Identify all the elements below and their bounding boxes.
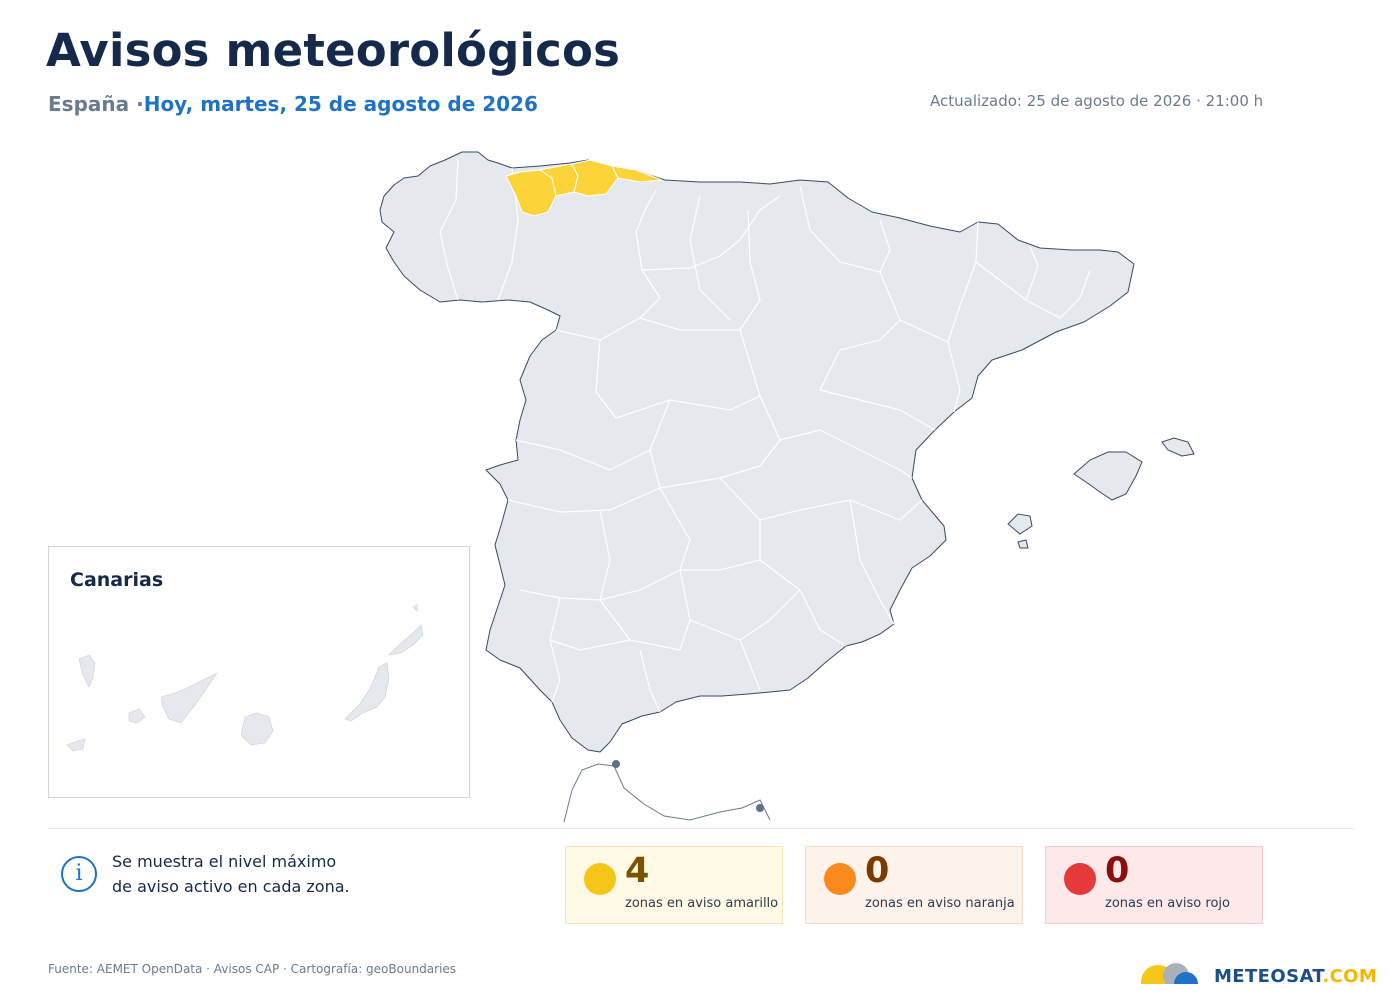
stat-yellow: 4 zonas en aviso amarillo — [565, 846, 783, 924]
island-el-hierro — [66, 738, 86, 752]
source-credit: Fuente: AEMET OpenData · Avisos CAP · Ca… — [48, 962, 457, 976]
canarias-label: Canarias — [70, 569, 164, 591]
island-gran-canaria — [240, 712, 274, 746]
island-la-palma — [78, 654, 96, 688]
island-tenerife — [160, 672, 218, 724]
spain-warning-map — [379, 151, 1195, 823]
canarias-inset: Canarias — [48, 546, 470, 798]
info-note: Se muestra el nivel máximo de aviso acti… — [112, 849, 412, 899]
logo-wordmark: METEOSAT.COM — [1214, 966, 1377, 987]
logo-main: METEOSAT — [1214, 966, 1323, 987]
stat-count: 0 — [1105, 851, 1130, 891]
stat-label: zonas en aviso rojo — [1105, 896, 1230, 911]
island-la-gomera — [128, 708, 146, 724]
ceuta-marker — [612, 760, 620, 768]
warning-zone — [505, 169, 557, 217]
info-line-2: de aviso activo en cada zona. — [112, 877, 350, 896]
orange-dot-icon — [824, 863, 856, 895]
stat-label: zonas en aviso naranja — [865, 896, 1015, 911]
red-dot-icon — [1064, 863, 1096, 895]
subtitle-separator: · — [136, 92, 144, 116]
balearic-islands — [1007, 437, 1195, 549]
island-lanzarote — [388, 624, 424, 656]
island-la-graciosa — [412, 604, 418, 612]
warning-zone — [611, 165, 663, 183]
island-menorca — [1161, 437, 1195, 457]
canarias-map — [66, 604, 424, 752]
logo-weather-icon — [1138, 963, 1210, 990]
region-label: España — [48, 92, 130, 116]
stat-label: zonas en aviso amarillo — [625, 896, 779, 911]
peninsula-landmass — [379, 151, 1135, 753]
stat-count: 0 — [865, 851, 890, 891]
warning-zone — [571, 159, 619, 197]
subtitle: España ·Hoy, martes, 25 de agosto de 202… — [48, 92, 538, 116]
stat-red: 0 zonas en aviso rojo — [1045, 846, 1263, 924]
stat-orange: 0 zonas en aviso naranja — [805, 846, 1023, 924]
yellow-dot-icon — [584, 863, 616, 895]
meteosat-logo[interactable]: METEOSAT.COM — [1130, 956, 1377, 990]
island-fuerteventura — [344, 662, 390, 722]
updated-timestamp: Actualizado: 25 de agosto de 2026 · 21:0… — [930, 92, 1264, 110]
island-formentera — [1017, 539, 1029, 549]
section-divider — [48, 828, 1354, 829]
date-label: Hoy, martes, 25 de agosto de 2026 — [143, 92, 538, 116]
stat-count: 4 — [625, 851, 650, 891]
island-ibiza — [1007, 513, 1033, 535]
warning-zones — [505, 159, 663, 217]
zone-borders — [439, 159, 1091, 713]
north-africa-coast — [563, 763, 771, 823]
logo-domain: .COM — [1322, 966, 1378, 987]
page-title: Avisos meteorológicos — [46, 24, 621, 77]
info-line-1: Se muestra el nivel máximo — [112, 852, 337, 871]
island-mallorca — [1073, 451, 1143, 501]
melilla-marker — [756, 804, 764, 812]
info-icon: i — [61, 856, 97, 892]
